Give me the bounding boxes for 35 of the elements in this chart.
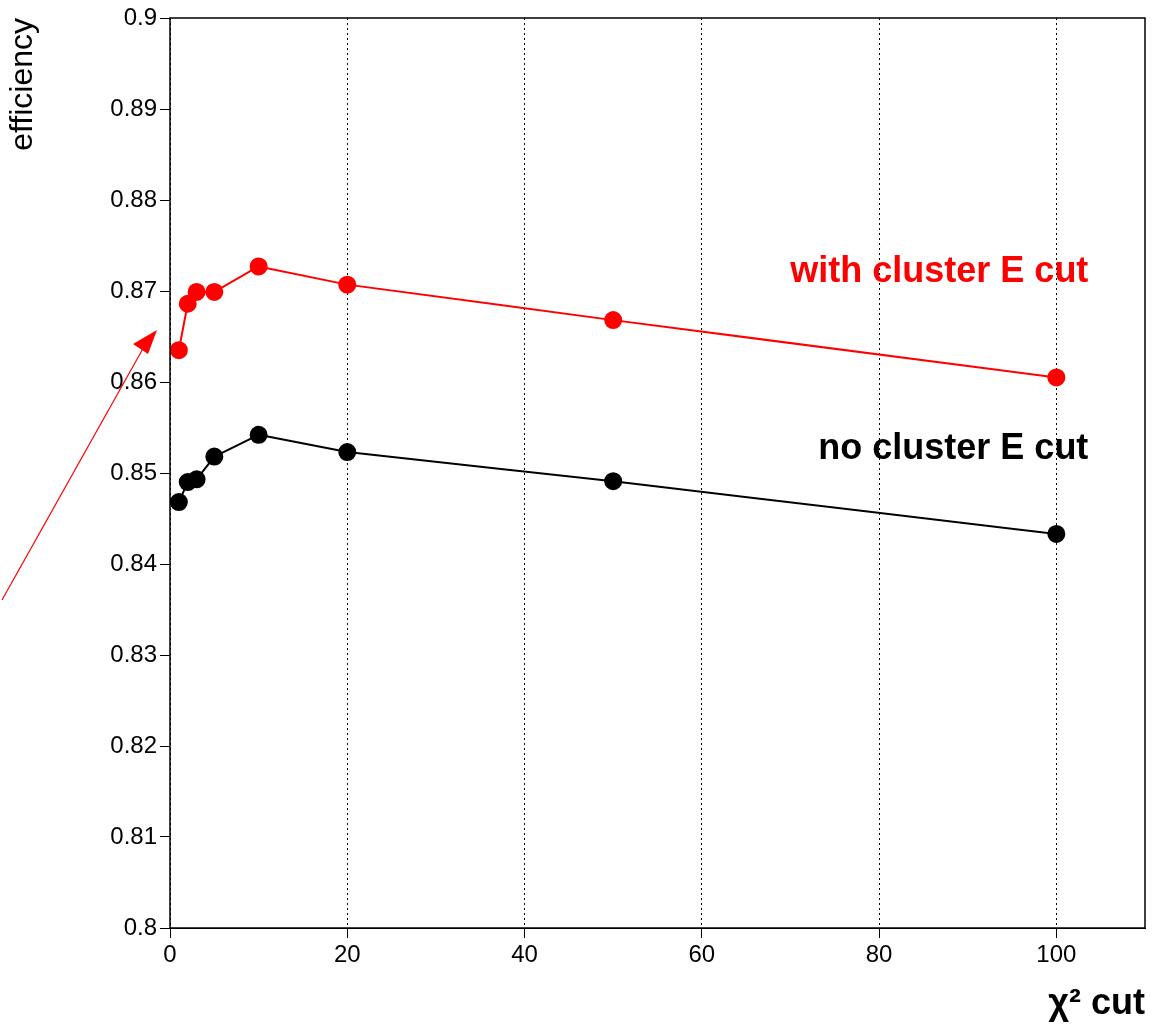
series-label: with cluster E cut <box>789 249 1089 291</box>
point <box>1047 524 1066 543</box>
y-axis-title: efficiency <box>3 18 40 151</box>
y-tick-label: 0.84 <box>110 548 157 576</box>
y-tick-label: 0.85 <box>110 457 157 485</box>
y-tick-label: 0.83 <box>110 639 157 667</box>
y-tick-label: 0.8 <box>123 912 157 940</box>
x-tick-label: 80 <box>865 940 893 968</box>
x-axis-title: χ² cut <box>1048 981 1146 1023</box>
point <box>338 443 357 462</box>
point <box>1047 368 1066 387</box>
point <box>170 341 188 360</box>
y-tick-label: 0.87 <box>110 275 157 303</box>
y-tick-label: 0.88 <box>110 184 157 212</box>
y-tick-label: 0.9 <box>123 2 157 30</box>
x-tick-label: 100 <box>1036 940 1077 968</box>
y-tick-label: 0.81 <box>110 821 157 849</box>
series-label: no cluster E cut <box>818 425 1089 467</box>
y-tick-label: 0.82 <box>110 730 157 758</box>
x-tick-label: 20 <box>333 940 361 968</box>
x-tick-label: 0 <box>163 940 177 968</box>
y-tick-label: 0.89 <box>110 93 157 121</box>
point <box>170 493 188 512</box>
x-tick-label: 40 <box>511 940 538 968</box>
point <box>187 470 206 489</box>
point <box>205 447 224 466</box>
point <box>604 311 623 330</box>
point <box>249 425 268 444</box>
point <box>187 282 206 301</box>
point <box>604 472 623 491</box>
point <box>249 257 268 276</box>
point <box>338 275 357 294</box>
point <box>205 282 224 301</box>
x-tick-label: 60 <box>688 940 716 968</box>
point <box>178 294 197 313</box>
